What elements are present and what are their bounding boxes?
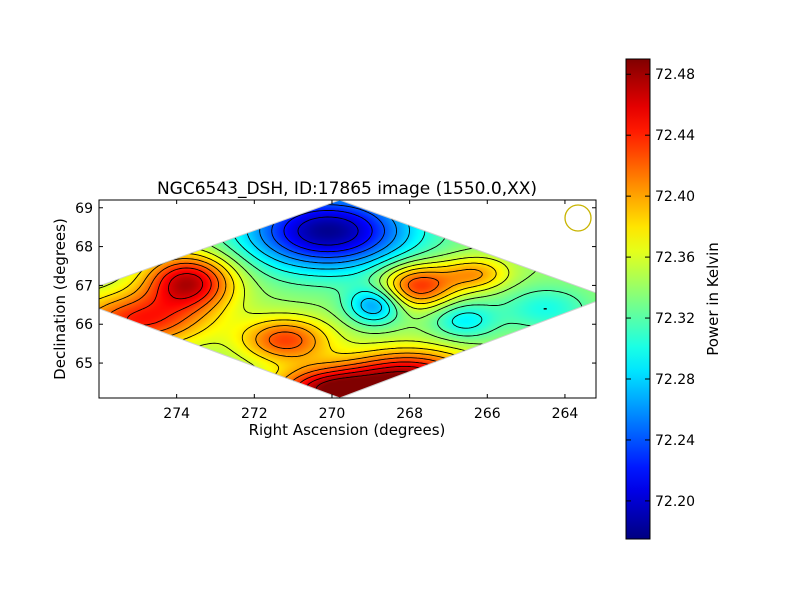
x-axis-label: Right Ascension (degrees) — [249, 421, 446, 439]
colorbar-tick-label: 72.24 — [655, 433, 695, 449]
x-tick-label: 274 — [163, 406, 190, 422]
colorbar-tick-label: 72.20 — [655, 494, 695, 510]
y-axis-ticks: 65 66 67 68 69 — [75, 201, 596, 372]
plot-area: 274 272 270 268 266 264 65 66 67 68 69 — [75, 199, 597, 422]
contour-line — [283, 210, 373, 253]
colorbar-label: Power in Kelvin — [704, 242, 722, 356]
colorbar-tick-label: 72.32 — [655, 311, 695, 327]
footprint-outline — [99, 200, 596, 398]
colorbar-tick-label: 72.40 — [655, 189, 695, 205]
colorbar-tick-label: 72.36 — [655, 250, 695, 266]
y-tick-label: 69 — [75, 201, 93, 217]
colorbar-tick-label: 72.28 — [655, 372, 695, 388]
y-axis-label: Declination (degrees) — [51, 218, 69, 380]
colorbar-tick-label: 72.44 — [655, 128, 695, 144]
x-tick-label: 268 — [396, 406, 423, 422]
chart-title: NGC6543_DSH, ID:17865 image (1550.0,XX) — [157, 179, 537, 199]
colorbar-gradient — [626, 59, 650, 539]
y-tick-label: 66 — [75, 317, 93, 333]
colorbar: 72.20 72.24 72.28 72.32 72.36 72.40 72.44 72.48… — [625, 58, 722, 540]
axes-frame — [98, 199, 597, 399]
y-tick-label: 67 — [75, 278, 93, 294]
y-tick-label: 65 — [75, 356, 93, 372]
x-tick-label: 266 — [474, 406, 501, 422]
beam-marker-circle — [564, 204, 592, 232]
contour-line — [297, 216, 359, 246]
y-tick-label: 68 — [75, 240, 93, 256]
colorbar-frame — [625, 58, 651, 540]
x-tick-label: 270 — [319, 406, 346, 422]
colorbar-ticks: 72.20 72.24 72.28 72.32 72.36 72.40 72.44 72.48 — [626, 67, 695, 510]
x-tick-label: 264 — [552, 406, 579, 422]
x-axis-ticks: 274 272 270 268 266 264 — [163, 200, 578, 422]
x-tick-label: 272 — [241, 406, 268, 422]
colorbar-tick-label: 72.48 — [655, 67, 695, 83]
